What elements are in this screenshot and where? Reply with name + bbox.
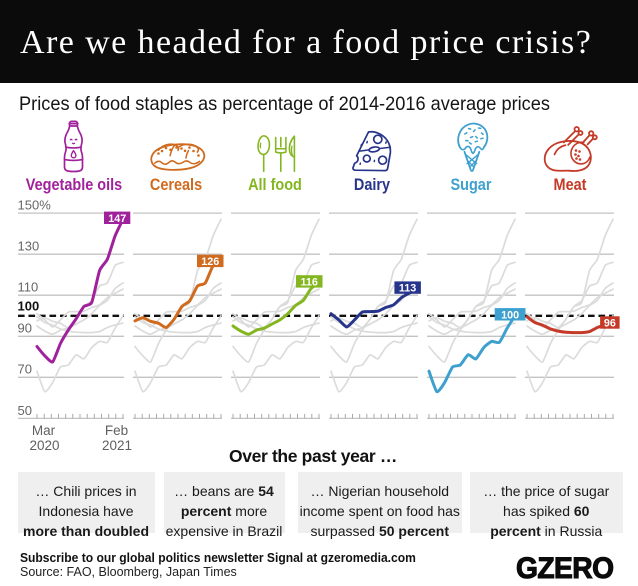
svg-text:2020: 2020 [29,438,59,453]
svg-text:150%: 150% [18,198,52,213]
svg-text:100: 100 [501,309,519,321]
svg-text:113: 113 [399,283,416,295]
svg-text:110: 110 [18,280,39,295]
svg-text:147: 147 [108,213,126,225]
svg-text:116: 116 [300,276,317,288]
svg-text:96: 96 [604,318,616,330]
svg-text:70: 70 [18,362,32,377]
svg-text:Feb: Feb [105,423,128,438]
svg-text:126: 126 [201,256,219,268]
svg-text:50: 50 [18,403,32,418]
svg-text:Mar: Mar [32,423,56,438]
svg-text:2021: 2021 [102,438,132,453]
svg-text:90: 90 [18,321,32,336]
svg-text:100: 100 [18,298,40,313]
svg-text:130: 130 [18,239,40,254]
